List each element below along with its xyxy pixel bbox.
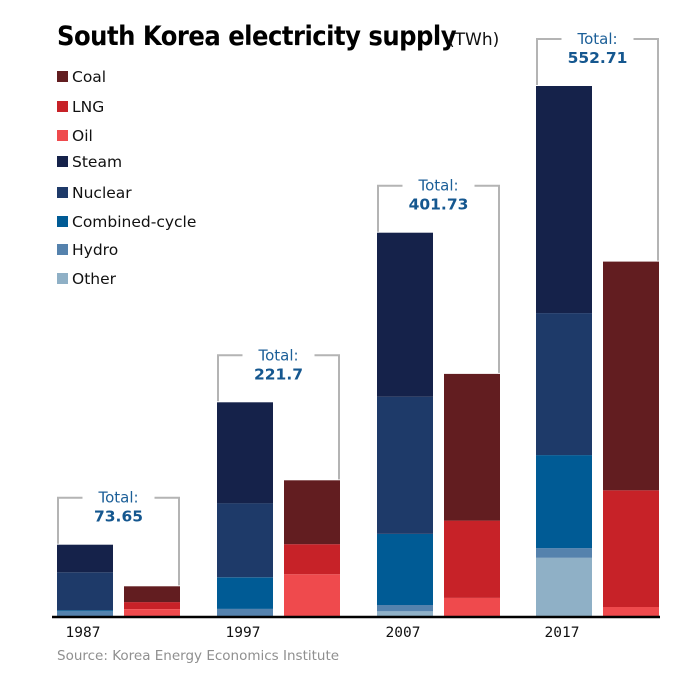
legend-label-combined-cycle: Combined-cycle bbox=[72, 213, 196, 231]
total-label-2007: Total: bbox=[417, 177, 458, 195]
bar-segment-1987-hydro bbox=[57, 611, 113, 616]
bar-segment-2007-steam bbox=[377, 232, 433, 397]
total-bracket-1987 bbox=[57, 496, 180, 586]
x-tick-label-1987: 1987 bbox=[66, 625, 101, 641]
bar-segment-2017-nuclear bbox=[536, 313, 592, 456]
total-bracket-2007 bbox=[377, 184, 500, 373]
legend-swatch-nuclear bbox=[57, 187, 68, 198]
bar-segment-2007-other bbox=[377, 611, 433, 616]
legend-label-other: Other bbox=[72, 270, 117, 288]
bar-segment-2017-oil bbox=[603, 607, 659, 616]
bar-segment-2007-nuclear bbox=[377, 396, 433, 534]
legend-swatch-coal bbox=[57, 71, 68, 82]
bar-segment-2017-combined-cycle bbox=[536, 455, 592, 549]
legend-label-nuclear: Nuclear bbox=[72, 184, 132, 202]
bar-segment-1997-nuclear bbox=[217, 503, 273, 578]
total-value-2017: 552.71 bbox=[568, 49, 628, 67]
bar-segment-2007-combined-cycle bbox=[377, 534, 433, 605]
bar-segment-1997-oil bbox=[284, 574, 340, 616]
bar-segment-2017-hydro bbox=[536, 548, 592, 558]
x-tick-label-2017: 2017 bbox=[545, 625, 580, 641]
legend-swatch-lng bbox=[57, 101, 68, 112]
bar-segment-2017-other bbox=[536, 557, 592, 616]
bar-segment-1987-lng bbox=[124, 602, 180, 609]
total-annotations: Total:73.65Total:221.7Total:401.73Total:… bbox=[57, 30, 659, 586]
total-label-2017: Total: bbox=[576, 30, 617, 48]
total-value-1997: 221.7 bbox=[254, 365, 303, 383]
bar-segment-1997-hydro bbox=[217, 608, 273, 616]
bar-segment-1997-combined-cycle bbox=[217, 577, 273, 609]
total-label-1987: Total: bbox=[97, 489, 138, 507]
legend-label-lng: LNG bbox=[72, 98, 104, 116]
total-bracket-1997 bbox=[217, 354, 340, 480]
bar-segment-1997-steam bbox=[217, 402, 273, 504]
total-value-2007: 401.73 bbox=[409, 196, 469, 214]
legend-label-oil: Oil bbox=[72, 127, 93, 145]
total-value-1987: 73.65 bbox=[94, 508, 143, 526]
legend-label-hydro: Hydro bbox=[72, 241, 118, 259]
bar-segment-2007-oil bbox=[444, 597, 500, 616]
x-tick-label-1997: 1997 bbox=[226, 625, 261, 641]
legend-swatch-hydro bbox=[57, 244, 68, 255]
legend-label-coal: Coal bbox=[72, 68, 106, 86]
bar-segment-1987-combined-cycle bbox=[57, 610, 113, 612]
bar-segment-1987-steam bbox=[57, 544, 113, 573]
total-label-1997: Total: bbox=[257, 346, 298, 364]
x-axis-ticks: 1987 1997 2007 2017 bbox=[66, 625, 580, 641]
bar-segment-1997-coal bbox=[284, 480, 340, 545]
legend-label-steam: Steam bbox=[72, 153, 122, 171]
bar-segment-1987-nuclear bbox=[57, 572, 113, 611]
legend-swatch-steam bbox=[57, 156, 68, 167]
chart-title: South Korea electricity supply (TWh) bbox=[57, 21, 499, 52]
bars-group bbox=[57, 86, 659, 616]
legend: Coal LNG Oil Steam Nuclear Combined-cycle Hydr… bbox=[57, 68, 196, 288]
bar-segment-1997-lng bbox=[284, 544, 340, 575]
bar-segment-1987-coal bbox=[124, 586, 180, 603]
bar-segment-2017-coal bbox=[603, 261, 659, 491]
chart-title-text: South Korea electricity supply bbox=[57, 21, 457, 52]
bar-segment-2007-lng bbox=[444, 520, 500, 598]
bar-segment-2017-steam bbox=[536, 86, 592, 314]
bar-segment-2017-lng bbox=[603, 490, 659, 607]
bar-segment-2007-coal bbox=[444, 373, 500, 521]
legend-swatch-combined-cycle bbox=[57, 216, 68, 227]
bar-segment-2007-hydro bbox=[377, 605, 433, 612]
source-note: Source: Korea Energy Economics Institute bbox=[57, 648, 339, 664]
chart-unit-text: (TWh) bbox=[448, 30, 499, 50]
legend-swatch-oil bbox=[57, 130, 68, 141]
legend-swatch-other bbox=[57, 273, 68, 284]
bar-segment-1987-oil bbox=[124, 609, 180, 616]
total-bracket-2017 bbox=[536, 38, 659, 261]
x-tick-label-2007: 2007 bbox=[386, 625, 421, 641]
